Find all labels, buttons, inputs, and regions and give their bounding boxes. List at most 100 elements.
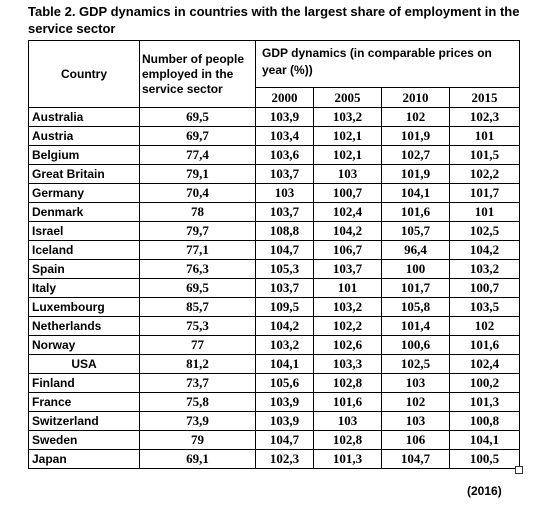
country-cell: Norway xyxy=(28,335,140,355)
table-row: Iceland 77,1 104,7 106,7 96,4 104,2 xyxy=(28,240,520,260)
people-cell: 81,2 xyxy=(139,354,256,374)
gdp-cell: 103 xyxy=(381,373,450,393)
country-cell: USA xyxy=(28,354,140,374)
country-cell: Iceland xyxy=(28,240,140,260)
gdp-cell: 102,2 xyxy=(313,316,382,336)
gdp-cell: 103,7 xyxy=(255,202,314,222)
country-cell: Luxembourg xyxy=(28,297,140,317)
gdp-cell: 101,5 xyxy=(449,145,520,165)
country-cell: Italy xyxy=(28,278,140,298)
gdp-cell: 102,5 xyxy=(381,354,450,374)
gdp-cell: 106 xyxy=(381,430,450,450)
gdp-cell: 103,2 xyxy=(313,297,382,317)
table-row: Japan 69,1 102,3 101,3 104,7 100,5 xyxy=(28,449,520,469)
table-row: Great Britain 79,1 103,7 103 101,9 102,2 xyxy=(28,164,520,184)
gdp-cell: 109,5 xyxy=(255,297,314,317)
table-row: Italy 69,5 103,7 101 101,7 100,7 xyxy=(28,278,520,298)
gdp-cell: 96,4 xyxy=(381,240,450,260)
country-cell: Sweden xyxy=(28,430,140,450)
people-cell: 73,7 xyxy=(139,373,256,393)
table-row: Denmark 78 103,7 102,4 101,6 101 xyxy=(28,202,520,222)
people-cell: 78 xyxy=(139,202,256,222)
country-cell: Finland xyxy=(28,373,140,393)
gdp-cell: 102,3 xyxy=(255,449,314,469)
gdp-cell: 103,7 xyxy=(255,278,314,298)
gdp-cell: 101 xyxy=(449,202,520,222)
table-body: Australia 69,5 103,9 103,2 102 102,3 Austria 69… xyxy=(28,107,520,469)
resize-handle[interactable] xyxy=(515,466,523,474)
table-row: Switzerland 73,9 103,9 103 103 100,8 xyxy=(28,411,520,431)
header-year: 2010 xyxy=(381,87,450,108)
table-row: France 75,8 103,9 101,6 102 101,3 xyxy=(28,392,520,412)
gdp-cell: 104,7 xyxy=(381,449,450,469)
people-cell: 70,4 xyxy=(139,183,256,203)
gdp-cell: 108,8 xyxy=(255,221,314,241)
people-cell: 77,1 xyxy=(139,240,256,260)
gdp-cell: 102,2 xyxy=(449,164,520,184)
people-cell: 69,5 xyxy=(139,107,256,127)
people-cell: 75,8 xyxy=(139,392,256,412)
gdp-cell: 101,3 xyxy=(313,449,382,469)
header-year: 2005 xyxy=(313,87,382,108)
table-row: Israel 79,7 108,8 104,2 105,7 102,5 xyxy=(28,221,520,241)
gdp-cell: 101,6 xyxy=(449,335,520,355)
gdp-cell: 103 xyxy=(255,183,314,203)
country-cell: Japan xyxy=(28,449,140,469)
gdp-cell: 100,7 xyxy=(313,183,382,203)
country-cell: France xyxy=(28,392,140,412)
country-cell: Spain xyxy=(28,259,140,279)
gdp-cell: 102,8 xyxy=(313,430,382,450)
gdp-cell: 102,3 xyxy=(449,107,520,127)
people-cell: 77 xyxy=(139,335,256,355)
gdp-table: Country Number of people employed in the… xyxy=(28,40,520,469)
gdp-cell: 103 xyxy=(313,164,382,184)
gdp-cell: 101,4 xyxy=(381,316,450,336)
gdp-cell: 100,5 xyxy=(449,449,520,469)
gdp-cell: 104,1 xyxy=(381,183,450,203)
country-cell: Australia xyxy=(28,107,140,127)
gdp-cell: 103,9 xyxy=(255,392,314,412)
people-cell: 69,1 xyxy=(139,449,256,469)
table-row: Netherlands 75,3 104,2 102,2 101,4 102 xyxy=(28,316,520,336)
country-cell: Austria xyxy=(28,126,140,146)
table-row: Austria 69,7 103,4 102,1 101,9 101 xyxy=(28,126,520,146)
gdp-cell: 101,3 xyxy=(449,392,520,412)
gdp-cell: 103 xyxy=(313,411,382,431)
gdp-cell: 102,5 xyxy=(449,221,520,241)
gdp-cell: 104,1 xyxy=(255,354,314,374)
gdp-cell: 103,9 xyxy=(255,107,314,127)
gdp-cell: 103 xyxy=(381,411,450,431)
people-cell: 79,1 xyxy=(139,164,256,184)
people-cell: 85,7 xyxy=(139,297,256,317)
table-title: Table 2. GDP dynamics in countries with … xyxy=(28,4,520,36)
header-country: Country xyxy=(28,40,140,108)
header-people: Number of people employed in the service… xyxy=(139,40,256,108)
gdp-cell: 101,7 xyxy=(449,183,520,203)
gdp-cell: 102,4 xyxy=(313,202,382,222)
people-cell: 73,9 xyxy=(139,411,256,431)
gdp-cell: 102,1 xyxy=(313,145,382,165)
table-row: Germany 70,4 103 100,7 104,1 101,7 xyxy=(28,183,520,203)
gdp-cell: 103,7 xyxy=(255,164,314,184)
gdp-cell: 105,6 xyxy=(255,373,314,393)
gdp-cell: 104,1 xyxy=(449,430,520,450)
country-cell: Great Britain xyxy=(28,164,140,184)
table-row: Australia 69,5 103,9 103,2 102 102,3 xyxy=(28,107,520,127)
people-cell: 75,3 xyxy=(139,316,256,336)
table-row: Finland 73,7 105,6 102,8 103 100,2 xyxy=(28,373,520,393)
year-note: (2016) xyxy=(467,484,502,498)
people-cell: 79 xyxy=(139,430,256,450)
gdp-cell: 101,6 xyxy=(381,202,450,222)
gdp-cell: 105,8 xyxy=(381,297,450,317)
gdp-cell: 104,7 xyxy=(255,240,314,260)
gdp-cell: 103,6 xyxy=(255,145,314,165)
gdp-cell: 101,7 xyxy=(381,278,450,298)
country-cell: Switzerland xyxy=(28,411,140,431)
gdp-cell: 101,9 xyxy=(381,164,450,184)
gdp-cell: 103,3 xyxy=(313,354,382,374)
gdp-cell: 100 xyxy=(381,259,450,279)
header-year: 2015 xyxy=(449,87,520,108)
gdp-cell: 101 xyxy=(313,278,382,298)
people-cell: 79,7 xyxy=(139,221,256,241)
people-cell: 77,4 xyxy=(139,145,256,165)
